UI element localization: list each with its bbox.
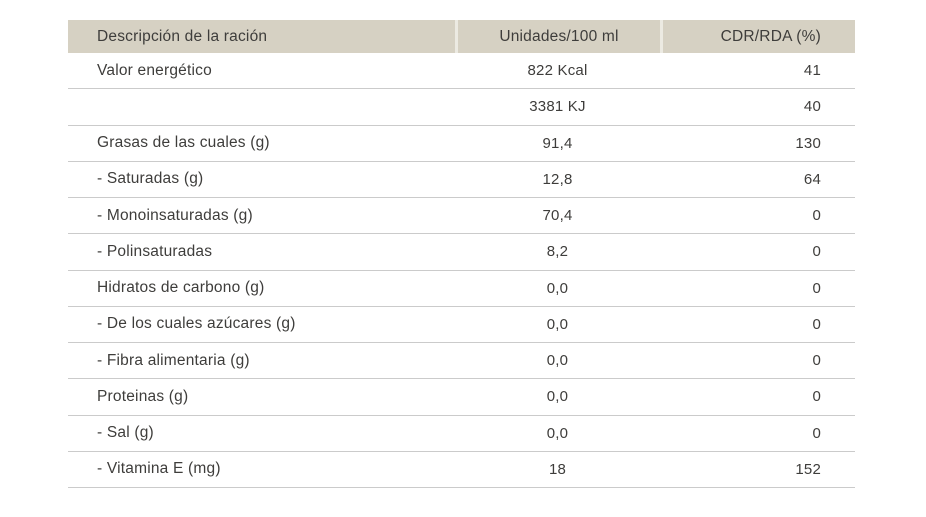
table-row: - Monoinsaturadas (g) 70,4 0 <box>68 198 855 235</box>
row-units-value: 0,0 <box>546 279 569 297</box>
row-label: - Saturadas (g) <box>97 170 204 188</box>
row-cdr-value: 0 <box>812 388 821 406</box>
row-units-value: 0,0 <box>546 315 569 333</box>
row-label: - Polinsaturadas <box>97 242 213 260</box>
row-cdr-value: 64 <box>803 170 821 188</box>
nutrition-table: Descripción de la ración Unidades/100 ml… <box>68 20 855 488</box>
row-cdr-value: 130 <box>795 134 821 152</box>
row-label: - Vitamina E (mg) <box>97 460 221 478</box>
row-cdr-value: 0 <box>812 352 821 370</box>
table-row: 3381 KJ 40 <box>68 89 855 126</box>
row-label: - Monoinsaturadas (g) <box>97 206 253 224</box>
row-units-value: 8,2 <box>546 243 569 261</box>
row-label: - Sal (g) <box>97 424 154 442</box>
table-row: - Polinsaturadas 8,2 0 <box>68 234 855 271</box>
row-units-value: 0,0 <box>546 352 569 370</box>
row-cdr-value: 0 <box>812 207 821 225</box>
table-body: Valor energético 822 Kcal 41 3381 KJ 40 … <box>68 53 855 488</box>
table-row: - De los cuales azúcares (g) 0,0 0 <box>68 307 855 343</box>
table-row: Proteinas (g) 0,0 0 <box>68 379 855 416</box>
row-units-value: 18 <box>548 460 567 478</box>
table-row: - Sal (g) 0,0 0 <box>68 416 855 452</box>
row-units-value: 91,4 <box>542 134 573 152</box>
table-row: - Saturadas (g) 12,8 64 <box>68 162 855 198</box>
header-cell-descripcion: Descripción de la ración <box>68 20 455 53</box>
row-cdr-value: 0 <box>812 243 821 261</box>
row-label: Proteinas (g) <box>97 387 189 405</box>
row-units-value: 0,0 <box>546 388 569 406</box>
row-label: Grasas de las cuales (g) <box>97 134 270 152</box>
header-cell-unidades: Unidades/100 ml <box>455 20 660 53</box>
row-label: - De los cuales azúcares (g) <box>97 315 296 333</box>
row-cdr-value: 152 <box>795 460 821 478</box>
header-cell-cdr-rda: CDR/RDA (%) <box>660 20 855 53</box>
table-row: Valor energético 822 Kcal 41 <box>68 53 855 90</box>
row-units-value: 822 Kcal <box>527 62 588 80</box>
table-row: Hidratos de carbono (g) 0,0 0 <box>68 271 855 307</box>
table-row: Grasas de las cuales (g) 91,4 130 <box>68 126 855 162</box>
row-units-value: 70,4 <box>542 207 573 225</box>
row-units-value: 0,0 <box>546 424 569 442</box>
row-label: Hidratos de carbono (g) <box>97 279 265 297</box>
row-label: - Fibra alimentaria (g) <box>97 351 250 369</box>
row-cdr-value: 0 <box>812 279 821 297</box>
row-cdr-value: 0 <box>812 315 821 333</box>
table-header-row: Descripción de la ración Unidades/100 ml… <box>68 20 855 53</box>
row-units-value: 3381 KJ <box>529 98 586 116</box>
table-row: - Vitamina E (mg) 18 152 <box>68 452 855 488</box>
row-cdr-value: 0 <box>812 424 821 442</box>
row-cdr-value: 41 <box>803 62 821 80</box>
table-row: - Fibra alimentaria (g) 0,0 0 <box>68 343 855 380</box>
row-units-value: 12,8 <box>542 170 573 188</box>
row-label: Valor energético <box>97 61 212 79</box>
row-cdr-value: 40 <box>803 98 821 116</box>
